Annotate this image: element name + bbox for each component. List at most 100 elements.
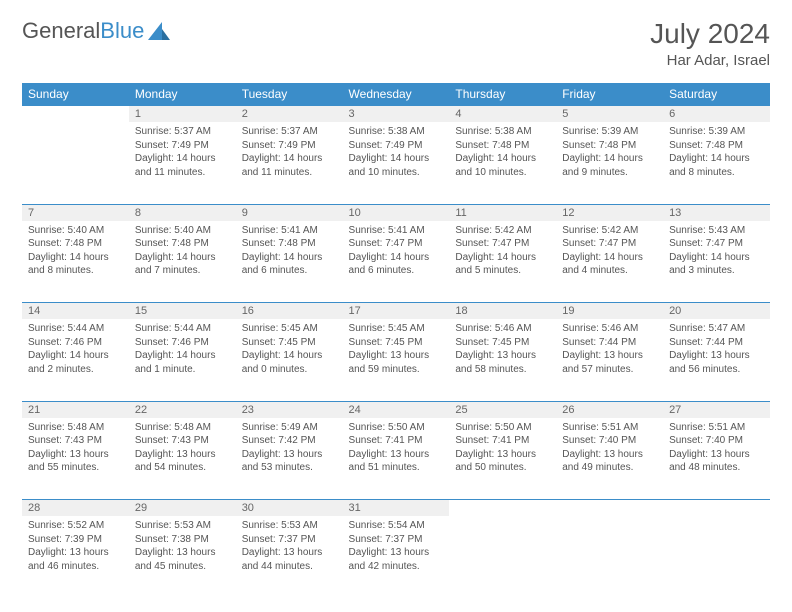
sunset-text: Sunset: 7:40 PM bbox=[562, 434, 657, 448]
day-number-cell: 9 bbox=[236, 204, 343, 221]
day-content-cell: Sunrise: 5:44 AMSunset: 7:46 PMDaylight:… bbox=[129, 319, 236, 401]
day-number-cell bbox=[556, 500, 663, 517]
daylight-text: Daylight: 13 hours and 42 minutes. bbox=[349, 546, 444, 573]
daylight-text: Daylight: 13 hours and 45 minutes. bbox=[135, 546, 230, 573]
day-content-cell: Sunrise: 5:49 AMSunset: 7:42 PMDaylight:… bbox=[236, 418, 343, 500]
day-number-cell: 14 bbox=[22, 303, 129, 320]
sunset-text: Sunset: 7:47 PM bbox=[562, 237, 657, 251]
page-subtitle: Har Adar, Israel bbox=[650, 52, 770, 69]
sunrise-text: Sunrise: 5:52 AM bbox=[28, 519, 123, 533]
sunset-text: Sunset: 7:45 PM bbox=[349, 336, 444, 350]
weekday-header: Wednesday bbox=[343, 83, 450, 106]
daynum-row: 14151617181920 bbox=[22, 303, 770, 320]
day-number-cell: 26 bbox=[556, 401, 663, 418]
sunset-text: Sunset: 7:48 PM bbox=[135, 237, 230, 251]
day-content-cell: Sunrise: 5:48 AMSunset: 7:43 PMDaylight:… bbox=[22, 418, 129, 500]
title-block: July 2024 Har Adar, Israel bbox=[650, 18, 770, 69]
weekday-header: Tuesday bbox=[236, 83, 343, 106]
daylight-text: Daylight: 13 hours and 44 minutes. bbox=[242, 546, 337, 573]
sunset-text: Sunset: 7:43 PM bbox=[135, 434, 230, 448]
day-content-cell: Sunrise: 5:45 AMSunset: 7:45 PMDaylight:… bbox=[343, 319, 450, 401]
calendar-table: SundayMondayTuesdayWednesdayThursdayFrid… bbox=[22, 83, 770, 598]
day-number-cell: 18 bbox=[449, 303, 556, 320]
daylight-text: Daylight: 13 hours and 57 minutes. bbox=[562, 349, 657, 376]
day-content-cell bbox=[556, 516, 663, 598]
sunrise-text: Sunrise: 5:47 AM bbox=[669, 322, 764, 336]
daylight-text: Daylight: 14 hours and 10 minutes. bbox=[455, 152, 550, 179]
sunset-text: Sunset: 7:49 PM bbox=[242, 139, 337, 153]
day-number-cell: 15 bbox=[129, 303, 236, 320]
sunrise-text: Sunrise: 5:50 AM bbox=[455, 421, 550, 435]
sunset-text: Sunset: 7:49 PM bbox=[135, 139, 230, 153]
day-number-cell bbox=[663, 500, 770, 517]
day-content-cell: Sunrise: 5:39 AMSunset: 7:48 PMDaylight:… bbox=[556, 122, 663, 204]
day-number-cell: 21 bbox=[22, 401, 129, 418]
daynum-row: 28293031 bbox=[22, 500, 770, 517]
day-content-cell: Sunrise: 5:50 AMSunset: 7:41 PMDaylight:… bbox=[449, 418, 556, 500]
daylight-text: Daylight: 14 hours and 6 minutes. bbox=[242, 251, 337, 278]
day-number-cell: 22 bbox=[129, 401, 236, 418]
daynum-row: 21222324252627 bbox=[22, 401, 770, 418]
day-content-cell: Sunrise: 5:52 AMSunset: 7:39 PMDaylight:… bbox=[22, 516, 129, 598]
sunset-text: Sunset: 7:47 PM bbox=[455, 237, 550, 251]
header: GeneralBlue July 2024 Har Adar, Israel bbox=[22, 18, 770, 69]
day-content-cell: Sunrise: 5:41 AMSunset: 7:47 PMDaylight:… bbox=[343, 221, 450, 303]
sunrise-text: Sunrise: 5:39 AM bbox=[669, 125, 764, 139]
day-content-cell: Sunrise: 5:53 AMSunset: 7:38 PMDaylight:… bbox=[129, 516, 236, 598]
daylight-text: Daylight: 13 hours and 50 minutes. bbox=[455, 448, 550, 475]
sunrise-text: Sunrise: 5:40 AM bbox=[28, 224, 123, 238]
day-number-cell: 3 bbox=[343, 106, 450, 123]
sunset-text: Sunset: 7:47 PM bbox=[349, 237, 444, 251]
day-content-cell: Sunrise: 5:54 AMSunset: 7:37 PMDaylight:… bbox=[343, 516, 450, 598]
weekday-row: SundayMondayTuesdayWednesdayThursdayFrid… bbox=[22, 83, 770, 106]
sunrise-text: Sunrise: 5:48 AM bbox=[28, 421, 123, 435]
sunset-text: Sunset: 7:46 PM bbox=[135, 336, 230, 350]
day-number-cell: 11 bbox=[449, 204, 556, 221]
sunset-text: Sunset: 7:38 PM bbox=[135, 533, 230, 547]
weekday-header: Friday bbox=[556, 83, 663, 106]
daylight-text: Daylight: 14 hours and 6 minutes. bbox=[349, 251, 444, 278]
sunrise-text: Sunrise: 5:43 AM bbox=[669, 224, 764, 238]
day-content-cell: Sunrise: 5:39 AMSunset: 7:48 PMDaylight:… bbox=[663, 122, 770, 204]
day-content-cell: Sunrise: 5:48 AMSunset: 7:43 PMDaylight:… bbox=[129, 418, 236, 500]
weekday-header: Thursday bbox=[449, 83, 556, 106]
sunrise-text: Sunrise: 5:54 AM bbox=[349, 519, 444, 533]
day-number-cell: 16 bbox=[236, 303, 343, 320]
weekday-header: Sunday bbox=[22, 83, 129, 106]
day-content-cell bbox=[22, 122, 129, 204]
sunrise-text: Sunrise: 5:45 AM bbox=[242, 322, 337, 336]
sunrise-text: Sunrise: 5:49 AM bbox=[242, 421, 337, 435]
content-row: Sunrise: 5:37 AMSunset: 7:49 PMDaylight:… bbox=[22, 122, 770, 204]
day-number-cell: 31 bbox=[343, 500, 450, 517]
daylight-text: Daylight: 13 hours and 53 minutes. bbox=[242, 448, 337, 475]
day-number-cell: 2 bbox=[236, 106, 343, 123]
sunset-text: Sunset: 7:41 PM bbox=[455, 434, 550, 448]
sunrise-text: Sunrise: 5:42 AM bbox=[455, 224, 550, 238]
sunrise-text: Sunrise: 5:39 AM bbox=[562, 125, 657, 139]
day-content-cell: Sunrise: 5:50 AMSunset: 7:41 PMDaylight:… bbox=[343, 418, 450, 500]
daylight-text: Daylight: 14 hours and 1 minute. bbox=[135, 349, 230, 376]
sunrise-text: Sunrise: 5:51 AM bbox=[562, 421, 657, 435]
sunrise-text: Sunrise: 5:50 AM bbox=[349, 421, 444, 435]
weekday-header: Saturday bbox=[663, 83, 770, 106]
daylight-text: Daylight: 13 hours and 55 minutes. bbox=[28, 448, 123, 475]
day-content-cell: Sunrise: 5:46 AMSunset: 7:45 PMDaylight:… bbox=[449, 319, 556, 401]
daylight-text: Daylight: 14 hours and 8 minutes. bbox=[669, 152, 764, 179]
sunrise-text: Sunrise: 5:42 AM bbox=[562, 224, 657, 238]
day-number-cell: 29 bbox=[129, 500, 236, 517]
sunrise-text: Sunrise: 5:38 AM bbox=[455, 125, 550, 139]
daylight-text: Daylight: 13 hours and 48 minutes. bbox=[669, 448, 764, 475]
daylight-text: Daylight: 13 hours and 56 minutes. bbox=[669, 349, 764, 376]
sunset-text: Sunset: 7:42 PM bbox=[242, 434, 337, 448]
day-content-cell: Sunrise: 5:42 AMSunset: 7:47 PMDaylight:… bbox=[556, 221, 663, 303]
sunset-text: Sunset: 7:48 PM bbox=[455, 139, 550, 153]
day-number-cell: 10 bbox=[343, 204, 450, 221]
day-number-cell: 23 bbox=[236, 401, 343, 418]
daylight-text: Daylight: 14 hours and 11 minutes. bbox=[135, 152, 230, 179]
sunset-text: Sunset: 7:39 PM bbox=[28, 533, 123, 547]
day-number-cell: 30 bbox=[236, 500, 343, 517]
day-number-cell: 27 bbox=[663, 401, 770, 418]
day-content-cell: Sunrise: 5:46 AMSunset: 7:44 PMDaylight:… bbox=[556, 319, 663, 401]
page-title: July 2024 bbox=[650, 18, 770, 50]
sunset-text: Sunset: 7:44 PM bbox=[562, 336, 657, 350]
